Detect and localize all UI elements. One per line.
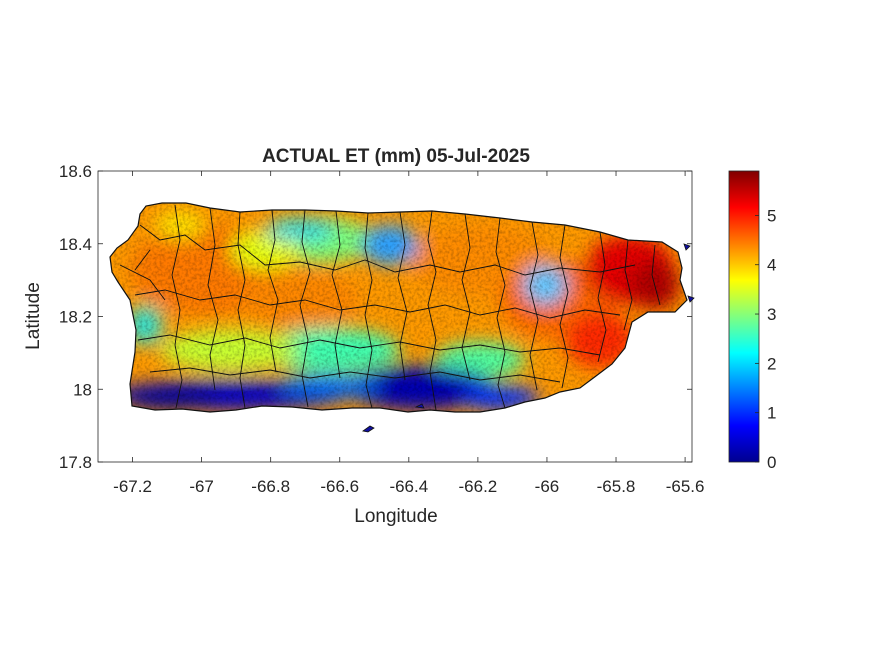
x-axis-ticks: -67.2 -67 -66.8 -66.6 -66.4 -66.2 -66 -65.8 -65.… [113, 171, 704, 496]
y-axis-label: Latitude [23, 282, 44, 350]
colorbar-tick-label: 0 [767, 453, 776, 472]
x-tick-label: -66 [535, 477, 560, 496]
colorbar-tick-label: 4 [767, 256, 776, 275]
colorbar-tick-label: 2 [767, 354, 776, 373]
y-tick-label: 18.2 [59, 308, 92, 327]
et-heatmap [110, 203, 687, 412]
colorbar-tick-label: 1 [767, 404, 776, 423]
x-tick-label: -67 [189, 477, 214, 496]
x-tick-label: -66.4 [389, 477, 428, 496]
colorbar-ticks: 0 1 2 3 4 5 [755, 206, 776, 472]
y-tick-label: 18 [73, 380, 92, 399]
chart-title: ACTUAL ET (mm) 05-Jul-2025 [262, 146, 530, 167]
x-tick-label: -65.6 [666, 477, 705, 496]
x-tick-label: -65.8 [597, 477, 636, 496]
municipality-boundaries [119, 204, 661, 411]
colorbar-tick-label: 5 [767, 206, 776, 225]
colorbar [728, 170, 760, 463]
x-tick-label: -66.8 [251, 477, 290, 496]
y-axis-ticks: 17.8 18 18.2 18.4 18.6 [59, 162, 692, 472]
colorbar-tick-label: 3 [767, 305, 776, 324]
islets [362, 243, 695, 433]
y-tick-label: 18.4 [59, 235, 92, 254]
x-axis-label: Longitude [354, 506, 437, 527]
y-tick-label: 17.8 [59, 453, 92, 472]
x-tick-label: -66.6 [320, 477, 359, 496]
y-tick-label: 18.6 [59, 162, 92, 181]
x-tick-label: -67.2 [113, 477, 152, 496]
x-tick-label: -66.2 [459, 477, 498, 496]
